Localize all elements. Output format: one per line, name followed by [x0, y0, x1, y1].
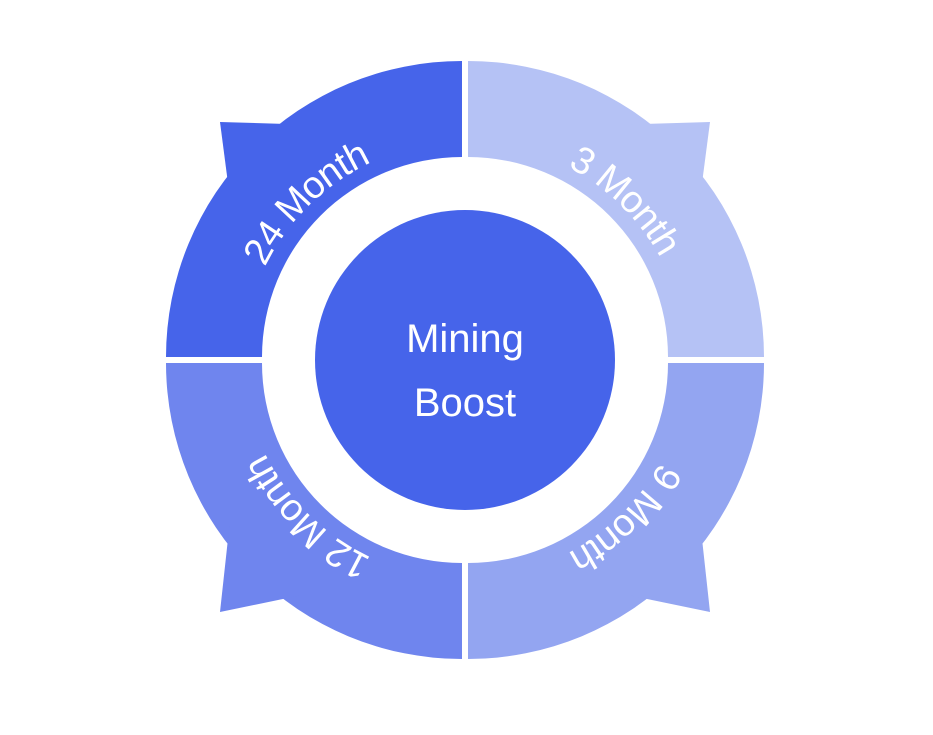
- segment-9-month-band: [468, 363, 764, 659]
- segment-24-month: [166, 61, 462, 357]
- segment-9-month: [468, 363, 764, 659]
- segment-3-month-band: [468, 61, 764, 357]
- center-label-line1: Mining: [406, 317, 524, 361]
- segment-12-month-arrowhead: [220, 525, 300, 612]
- segment-3-month: [468, 61, 764, 357]
- segment-9-month-arrowhead: [630, 525, 710, 612]
- segment-24-month-arrowhead: [220, 122, 300, 195]
- segment-12-month: [166, 363, 462, 659]
- segment-3-month-arrowhead: [630, 122, 710, 195]
- segment-24-month-band: [166, 61, 462, 357]
- center-label-line2: Boost: [414, 381, 516, 425]
- segment-12-month-band: [166, 363, 462, 659]
- center-circle: [315, 210, 615, 510]
- cycle-ring: [166, 61, 764, 659]
